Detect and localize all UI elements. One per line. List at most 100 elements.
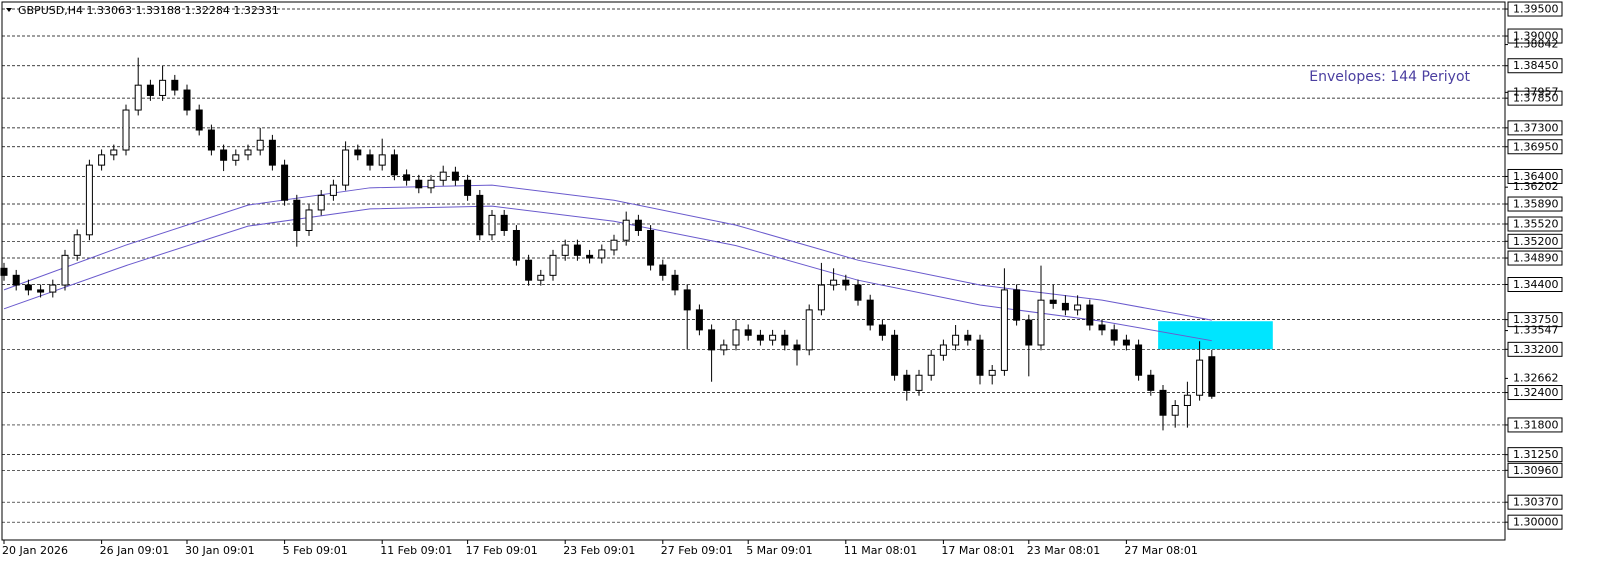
candle-body [415,179,423,189]
candle-body [878,324,886,336]
candle-body [732,329,740,346]
candle-body [24,284,32,291]
candle-body [268,139,276,166]
candle-body [769,334,777,341]
candle-body [342,149,350,186]
candle-body [49,284,57,293]
y-tick-label: 1.33200 [1513,343,1559,356]
candle-body [537,274,545,281]
candle-body [366,154,374,166]
candle-body [354,149,362,156]
candle-body [1208,356,1216,397]
candle-body [1159,389,1167,416]
candle-body [903,374,911,391]
candle-body [525,259,533,281]
candle-body [891,334,899,376]
candle-body [317,194,325,211]
y-tick-label: 1.39500 [1513,3,1559,16]
candle-body [817,284,825,311]
candle-body [476,194,484,236]
candle-body [378,154,386,166]
x-tick-label: 27 Mar 08:01 [1124,544,1197,557]
candle-body [98,154,106,166]
candle-body [1122,339,1130,346]
candle-body [1183,394,1191,406]
candle-body [1061,302,1069,311]
candle-body [390,154,398,176]
candle-body [37,289,45,293]
candle-body [842,279,850,286]
envelope-upper [3,184,1212,321]
candle-body [1086,304,1094,326]
y-tick-label: 1.34400 [1513,278,1559,291]
plot-frame [1,1,1506,541]
candle-body [1171,405,1179,416]
price-label: 1.33547 [1513,324,1559,337]
y-tick-label: 1.30370 [1513,496,1559,509]
candle-body [171,79,179,91]
candle-body [329,184,337,196]
candle-body [1135,344,1143,376]
candle-body [1196,359,1204,396]
x-tick-label: 20 Jan 2026 [2,544,68,557]
candle-body [659,264,667,276]
candle-body [830,279,838,286]
candle-body [61,254,69,286]
price-label: 1.38842 [1513,38,1559,51]
x-tick-label: 11 Mar 08:01 [844,544,917,557]
candle-body [512,229,520,261]
candle-body [988,369,996,376]
x-tick-label: 5 Mar 09:01 [746,544,812,557]
candle-body [634,219,642,231]
candle-body [305,209,313,231]
x-tick-label: 26 Jan 09:01 [100,544,170,557]
candle-body [854,284,862,301]
candle-body [281,164,289,201]
candle-body [744,329,752,336]
candle-body [195,109,203,131]
candle-body [622,219,630,241]
y-tick-label: 1.39000 [1513,30,1559,43]
candle-body [805,309,813,351]
candle-body [183,89,191,111]
candle-body [122,109,130,151]
y-tick-label: 1.36400 [1513,170,1559,183]
candle-body [683,289,691,311]
candle-body [488,214,496,236]
candle-body [207,129,215,151]
candle-body [73,234,81,256]
candle-body [573,244,581,256]
y-tick-label: 1.34890 [1513,252,1559,265]
candle-body [866,299,874,326]
x-tick-label: 23 Feb 09:01 [563,544,635,557]
candle-body [500,214,508,231]
candle-body [756,334,764,341]
menu-arrow [6,8,12,12]
candle-body [647,229,655,266]
envelope-lower [3,205,1212,342]
price-label: 1.36202 [1513,180,1559,193]
candle-body [927,354,935,376]
chart-title: GBPUSD,H4 1.33063 1.33188 1.32284 1.3233… [18,4,279,17]
y-tick-label: 1.36950 [1513,140,1559,153]
candle-body [159,79,167,96]
candle-body [952,334,960,346]
candle-body [708,329,716,351]
candle-body [403,174,411,181]
candle-body [220,149,228,161]
y-tick-label: 1.35520 [1513,218,1559,231]
x-tick-label: 17 Feb 09:01 [466,544,538,557]
candle-body [586,254,594,259]
y-tick-label: 1.37850 [1513,92,1559,105]
y-tick-label: 1.33750 [1513,313,1559,326]
zone [1158,321,1273,350]
candle-body [695,309,703,331]
y-tick-label: 1.30000 [1513,516,1559,529]
candle-body [12,274,20,286]
price-label: 1.32662 [1513,371,1559,384]
candle-body [427,179,435,189]
candle-body [781,334,789,346]
candle-body [610,239,618,251]
y-tick-label: 1.32400 [1513,386,1559,399]
